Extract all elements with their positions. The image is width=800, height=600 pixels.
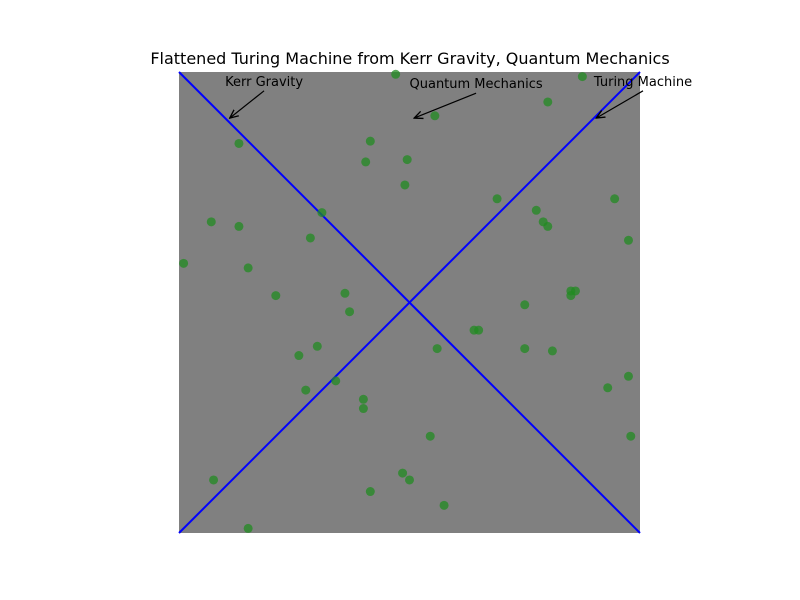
scatter-point [391, 69, 401, 79]
scatter-point [243, 523, 253, 533]
scatter-point [243, 263, 253, 273]
scatter-point [543, 97, 553, 107]
annotation-label: Quantum Mechanics [410, 77, 543, 92]
scatter-point [361, 157, 371, 167]
scatter-point [398, 468, 408, 478]
scatter-point [301, 385, 311, 395]
scatter-point [520, 344, 530, 354]
scatter-point [400, 180, 410, 190]
scatter-point [312, 341, 322, 351]
scatter-point [543, 221, 553, 231]
scatter-point [271, 291, 281, 301]
scatter-point [402, 155, 412, 165]
scatter-point [566, 291, 576, 301]
scatter-point [547, 346, 557, 356]
points-layer [179, 69, 636, 533]
scatter-point [305, 233, 315, 243]
scatter-point [234, 221, 244, 231]
scatter-point [340, 288, 350, 298]
annotation-label: Kerr Gravity [225, 75, 303, 90]
scatter-point [206, 217, 216, 227]
scatter-point [294, 351, 304, 361]
annotation-label: Turing Machine [593, 75, 692, 90]
scatter-point [474, 325, 484, 335]
scatter-point [623, 235, 633, 245]
chart-title: Flattened Turing Machine from Kerr Gravi… [150, 49, 669, 68]
scatter-point [405, 475, 414, 485]
curves-layer [178, 71, 641, 534]
scatter-point [365, 487, 375, 497]
scatter-point [430, 111, 440, 121]
scatter-point [331, 376, 341, 386]
curve-2 [178, 301, 641, 534]
scatter-point [358, 404, 368, 414]
scatter-point [234, 138, 244, 148]
scatter-point [317, 208, 327, 218]
scatter-point [425, 431, 435, 441]
annotation-arrow [596, 90, 644, 118]
scatter-point [610, 194, 620, 204]
scatter-point [365, 136, 375, 146]
scatter-point [439, 500, 449, 510]
scatter-point [531, 205, 541, 215]
scatter-point [626, 431, 636, 441]
annotation-arrow [230, 90, 265, 118]
scatter-point [432, 344, 442, 354]
scatter-point [623, 371, 633, 381]
scatter-point [492, 194, 502, 204]
scatter-point [345, 307, 355, 317]
scatter-point [603, 383, 613, 393]
scatter-point [209, 475, 219, 485]
annotation-arrow [414, 92, 477, 118]
scatter-point [577, 72, 587, 82]
scatter-point [358, 394, 368, 404]
scatter-point [179, 258, 189, 268]
annotations-layer: Kerr Gravity Quantum Mechanics Turing Mach… [225, 75, 692, 118]
scatter-point [520, 300, 530, 310]
